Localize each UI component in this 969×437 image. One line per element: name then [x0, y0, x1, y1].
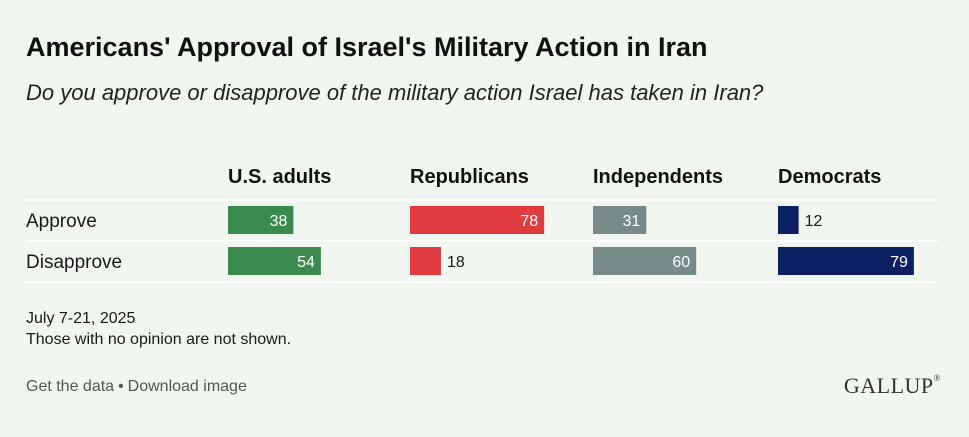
data-label: 54 [297, 254, 315, 271]
footer-links: Get the data • Download image [26, 378, 247, 396]
chart-title: Americans' Approval of Israel's Military… [26, 32, 708, 62]
bar [778, 206, 799, 234]
data-label: 79 [890, 254, 908, 271]
data-label: 38 [270, 213, 288, 230]
series-header: U.S. adults [228, 166, 331, 188]
logo-text: GALLUP [843, 373, 934, 398]
data-label: 78 [520, 213, 538, 230]
bar-chart: Approve Disapprove U.S. adults 38 54 Republic… [26, 166, 938, 283]
bar [410, 247, 441, 275]
data-label: 60 [672, 254, 690, 271]
gallup-logo: GALLUP® [844, 373, 941, 399]
data-label: 31 [623, 213, 641, 230]
series-header: Democrats [778, 166, 881, 188]
bar [228, 206, 294, 234]
download-image-link[interactable]: Download image [127, 378, 247, 395]
footer-separator: • [118, 378, 124, 395]
bar [228, 247, 321, 275]
data-label: 18 [447, 254, 465, 271]
footnote: Those with no opinion are not shown. [26, 331, 292, 348]
bar [778, 247, 914, 275]
bar [410, 206, 545, 234]
row-label: Approve [26, 211, 97, 232]
data-label: 12 [805, 213, 823, 230]
series-header: Independents [593, 166, 723, 188]
row-label: Disapprove [26, 252, 122, 273]
chart-subtitle: Do you approve or disapprove of the mili… [26, 80, 764, 105]
bar [593, 206, 647, 234]
survey-date: July 7-21, 2025 [26, 310, 136, 327]
logo-mark: ® [933, 373, 941, 383]
series-header: Republicans [410, 166, 529, 188]
bar [593, 247, 697, 275]
get-data-link[interactable]: Get the data [26, 378, 115, 395]
